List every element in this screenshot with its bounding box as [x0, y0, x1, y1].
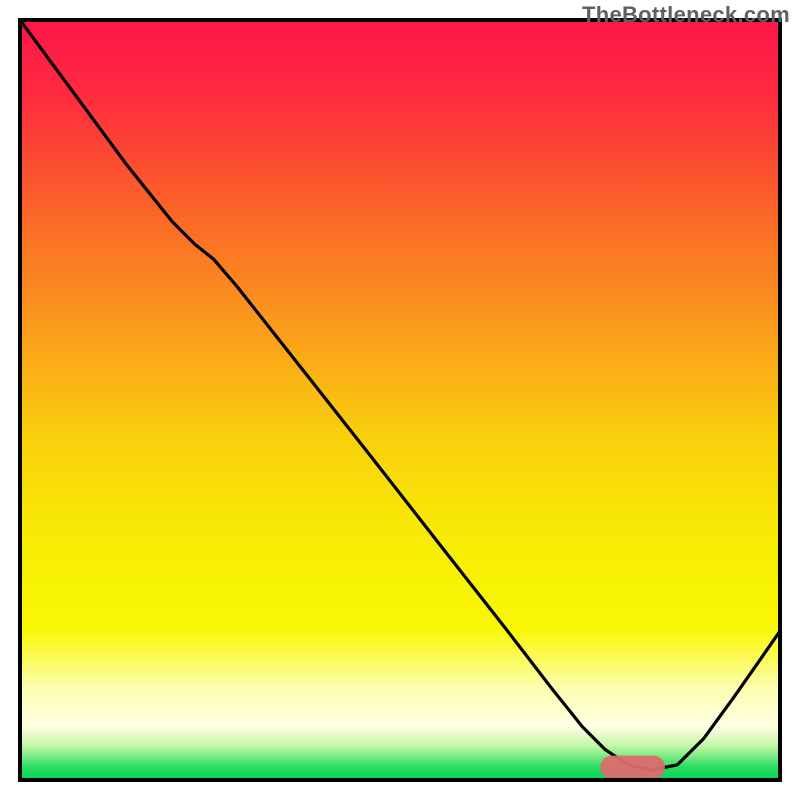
- bottleneck-chart: [0, 0, 800, 800]
- chart-container: { "watermark": { "text": "TheBottleneck.…: [0, 0, 800, 800]
- optimal-zone-marker: [600, 756, 665, 779]
- watermark-text: TheBottleneck.com: [582, 2, 790, 28]
- gradient-background: [20, 20, 780, 780]
